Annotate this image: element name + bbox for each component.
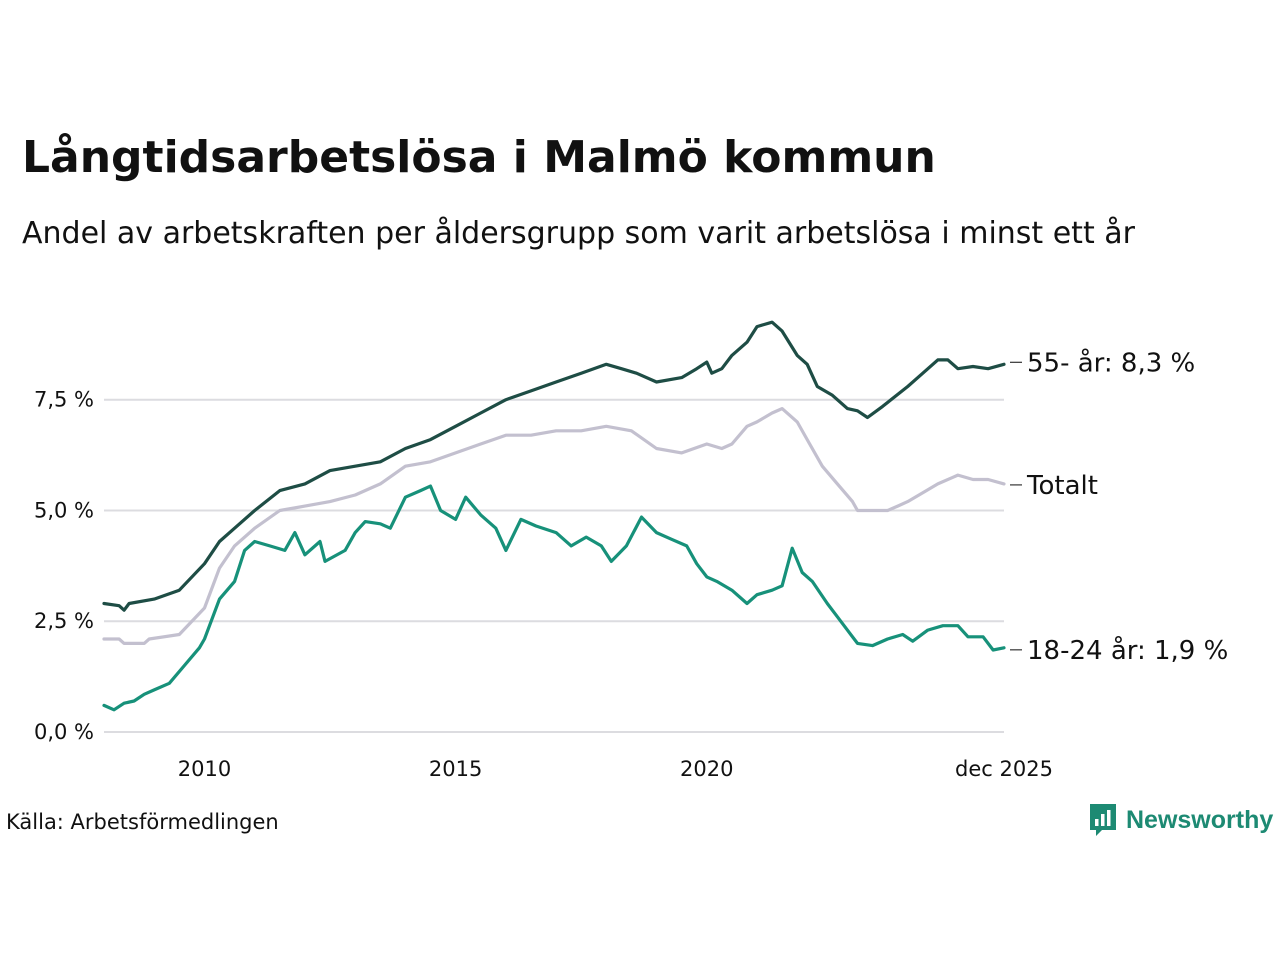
series-line-1 [102,407,1006,645]
series-end-labels: 55- år: 8,3 % Totalt 18-24 år: 1,9 % [1010,347,1228,666]
y-tick-label: 2,5 % [34,609,94,633]
series-end-label-0: 55- år: 8,3 % [1027,347,1195,378]
y-axis: 0,0 % 2,5 % 5,0 % 7,5 % [34,388,94,744]
series-lines [102,320,1006,712]
series-end-label-1: Totalt [1026,471,1098,501]
x-tick-label: 2010 [178,757,231,781]
y-tick-label: 7,5 % [34,388,94,412]
x-tick-label: 2015 [429,757,482,781]
chart-subtitle: Andel av arbetskraften per åldersgrupp s… [22,216,1135,251]
series-line-2 [102,484,1006,712]
x-tick-label: dec 2025 [955,757,1053,781]
brand-name: Newsworthy [1126,805,1274,834]
x-tick-label: 2020 [680,757,733,781]
series-end-label-2: 18-24 år: 1,9 % [1027,635,1228,666]
series-line-0 [102,320,1006,612]
gridlines [104,398,1004,733]
brand-logo: Newsworthy [1088,802,1273,838]
y-tick-label: 0,0 % [34,720,94,744]
y-tick-label: 5,0 % [34,498,94,522]
source-note: Källa: Arbetsförmedlingen [6,810,279,834]
chart-title: Långtidsarbetslösa i Malmö kommun [22,132,936,183]
newsworthy-logo-icon [1090,804,1116,836]
x-axis: 2010 2015 2020 dec 2025 [178,757,1053,781]
